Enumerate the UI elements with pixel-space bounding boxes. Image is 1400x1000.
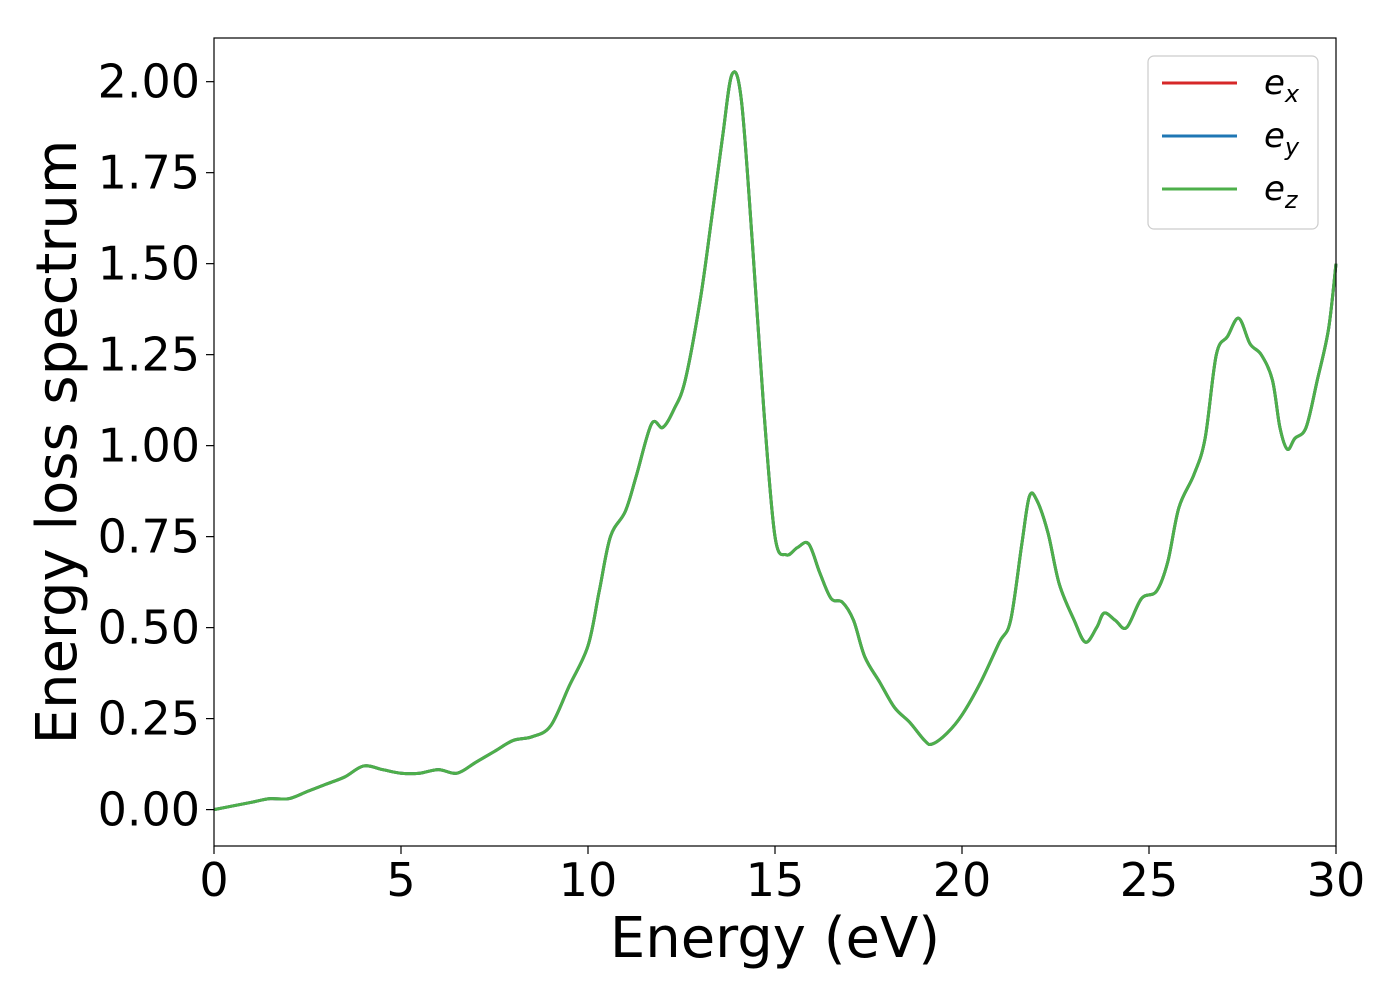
series-line-z <box>213 70 1338 812</box>
y-tick-label: 1.25 <box>98 328 200 382</box>
x-axis: 0 5 10 15 20 25 30 <box>199 846 1365 907</box>
legend-label-base: e <box>1264 116 1285 156</box>
legend-label-y: ey <box>1264 116 1300 161</box>
legend-frame <box>1147 55 1319 230</box>
y-tick-label: 1.75 <box>98 146 200 200</box>
x-tick-label: 20 <box>933 853 992 907</box>
x-axis-title: Energy (eV) <box>610 906 940 971</box>
y-tick-label: 0.75 <box>98 510 200 564</box>
y-tick-label: 0.25 <box>98 692 200 746</box>
legend-label-z: ez <box>1264 169 1299 214</box>
x-tick-label: 10 <box>559 853 618 907</box>
x-tick-label: 30 <box>1307 853 1366 907</box>
x-tick-label: 25 <box>1120 853 1179 907</box>
legend-label-subscript: y <box>1284 133 1300 161</box>
legend-label-subscript: z <box>1284 186 1299 214</box>
y-tick-label: 1.50 <box>98 237 200 291</box>
x-tick-label: 15 <box>746 853 805 907</box>
legend-label-base: e <box>1264 63 1285 103</box>
y-tick-label: 0.50 <box>98 601 200 655</box>
legend-label-x: ex <box>1264 63 1300 108</box>
y-tick-label: 0.00 <box>98 783 200 837</box>
series-layer <box>213 70 1338 812</box>
legend-label-base: e <box>1264 169 1285 209</box>
y-axis-title: Energy loss spectrum <box>25 140 90 745</box>
y-axis: 0.00 0.25 0.50 0.75 1.00 1.25 1.50 1.75 2.00 <box>98 55 214 837</box>
x-tick-label: 5 <box>386 853 415 907</box>
x-tick-label: 0 <box>199 853 228 907</box>
legend-label-subscript: x <box>1284 80 1300 108</box>
y-tick-label: 2.00 <box>98 55 200 109</box>
y-tick-label: 1.00 <box>98 419 200 473</box>
